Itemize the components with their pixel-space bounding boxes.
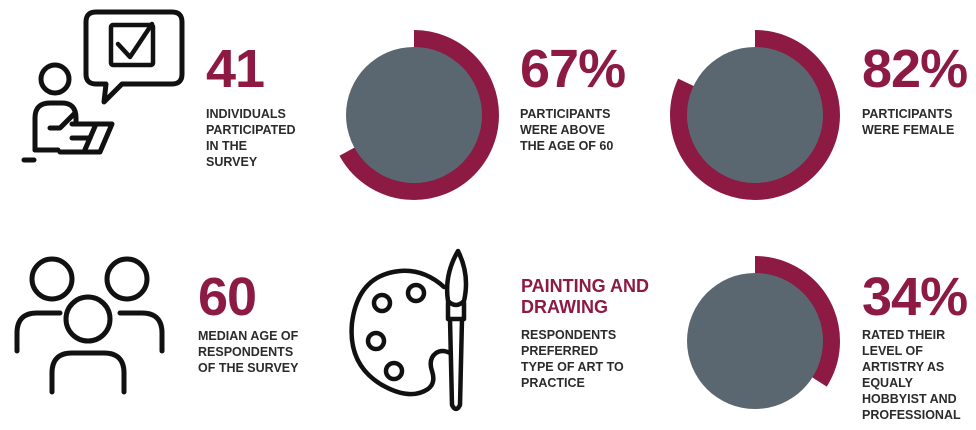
donut-center-female (687, 47, 823, 183)
stat-value-female: 82% (862, 39, 968, 99)
donut-arc-age (329, 30, 499, 200)
stat-value-participants: 41 (206, 39, 265, 99)
group-people-icon (14, 256, 165, 395)
donut-arc-artistry (670, 256, 840, 426)
stat-value-age: 67% (520, 39, 626, 99)
donut-chart-age (329, 30, 499, 200)
stat-caption-median-age: MEDIAN AGE OF RESPONDENTS OF THE SURVEY (198, 329, 299, 375)
stat-caption-participants: INDIVIDUALS PARTICIPATED IN THE SURVEY (206, 107, 296, 169)
stat-value-median-age: 60 (198, 267, 257, 327)
donut-chart-artistry (670, 256, 840, 426)
stat-caption-preferred-art: RESPONDENTS PREFERRED TYPE OF ART TO PRA… (521, 328, 624, 390)
donut-chart-female (670, 30, 840, 200)
stat-caption-female: PARTICIPANTS WERE FEMALE (862, 107, 955, 137)
stat-caption-artistry: RATED THEIR LEVEL OF ARTISTRY AS EQUALY … (862, 328, 961, 422)
survey-person-icon (21, 9, 185, 163)
donut-center-artistry (687, 273, 823, 409)
palette-brush-icon (349, 248, 469, 412)
donut-arc-female (670, 30, 840, 200)
stat-value-preferred-art: PAINTING AND DRAWING (521, 276, 649, 317)
stat-caption-age: PARTICIPANTS WERE ABOVE THE AGE OF 60 (520, 107, 614, 153)
donut-center-age (346, 47, 482, 183)
stat-value-artistry: 34% (862, 267, 968, 327)
